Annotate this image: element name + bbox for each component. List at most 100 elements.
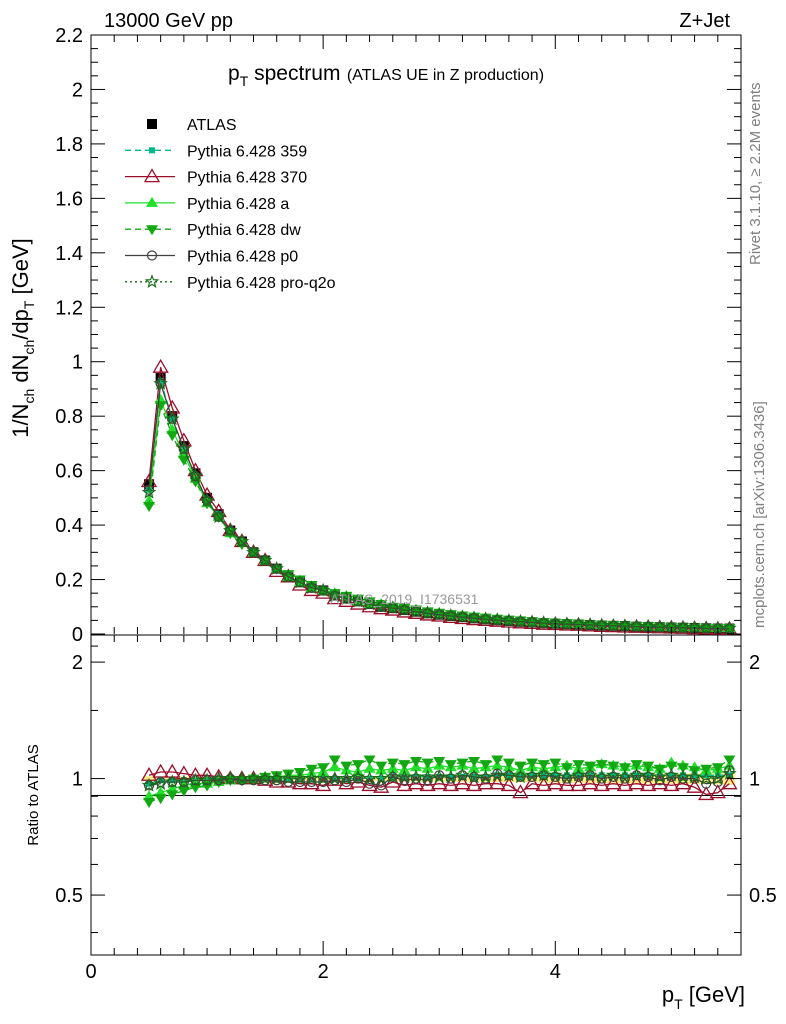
ratio-series-5-point <box>315 770 331 785</box>
ratio-series-1-point <box>523 775 541 790</box>
ratio-series-4-point <box>608 771 619 783</box>
ratio-series-5-point <box>675 769 691 784</box>
ratio-series-2-point <box>328 761 341 772</box>
ratio-series-4-point <box>596 773 607 784</box>
series-6-point <box>176 441 192 456</box>
ratio-series-3-point <box>340 761 353 772</box>
series-6-point <box>478 611 493 626</box>
ratio-series-3-point <box>259 772 272 783</box>
ratio-series-5-point <box>536 767 551 782</box>
ratio-series-3-point <box>595 760 608 771</box>
ratio-series-4-point <box>619 773 631 784</box>
ratio-series-4-point <box>445 773 456 784</box>
ratio-series-5-point <box>281 770 296 785</box>
series-6-point <box>327 588 343 603</box>
ratio-series-3-point <box>723 755 736 766</box>
ratio-series-2-point <box>468 762 481 773</box>
series-6-point <box>141 484 157 499</box>
ratio-series-5-point <box>141 777 157 792</box>
ratio-series-5-point <box>153 776 168 790</box>
ratio-series-4-point <box>724 765 735 776</box>
ratio-series-5-point <box>489 767 505 782</box>
ratio-series-1-point <box>500 777 517 792</box>
series-4-point <box>305 580 318 591</box>
ratio-series-3-point <box>642 761 655 772</box>
series-5-point <box>457 612 468 623</box>
ratio-series-0-point <box>529 772 536 779</box>
ratio-series-1-point <box>477 775 494 790</box>
svg-text:mcplots.cern.ch [arXiv:1306.34: mcplots.cern.ch [arXiv:1306.3436] <box>751 401 768 628</box>
ratio-series-4-point <box>643 771 654 783</box>
ratio-series-5-point <box>455 767 470 782</box>
ratio-series-3-point <box>514 761 527 772</box>
legend-entry: Pythia 6.428 dw <box>125 222 301 239</box>
series-5-point <box>677 622 689 633</box>
ratio-x-tick-label: 4 <box>550 961 561 983</box>
ratio-series-1-point <box>373 778 390 793</box>
ratio-series-4-point <box>271 775 282 786</box>
series-6-point <box>339 590 354 605</box>
series-4-point <box>143 502 156 513</box>
ratio-series-1-point <box>558 777 576 792</box>
main-y-tick-label: 0.2 <box>55 570 83 592</box>
ratio-series-3-point <box>618 763 631 774</box>
ratio-y-tick-label-right: 1 <box>749 769 760 791</box>
ratio-series-1-point <box>616 777 634 792</box>
ratio-series-5-point <box>478 769 493 784</box>
ratio-series-layer <box>140 755 738 808</box>
ratio-series-3-point <box>630 760 643 771</box>
ratio-series-0-point <box>146 780 153 787</box>
ratio-series-5-point <box>722 765 737 780</box>
ratio-series-3-point <box>537 760 550 771</box>
ratio-series-1-point <box>674 775 692 790</box>
ratio-x-tick-label: 2 <box>318 961 329 983</box>
series-6-point <box>722 620 737 635</box>
series-6-point <box>257 552 273 567</box>
ratio-series-2-point <box>154 786 167 797</box>
svg-text:Rivet 3.1.10, ≥ 2.2M events: Rivet 3.1.10, ≥ 2.2M events <box>747 83 764 266</box>
legend-label: Pythia 6.428 dw <box>187 222 301 239</box>
ratio-series-3-point <box>282 769 295 780</box>
main-y-tick-label: 0.8 <box>55 406 83 428</box>
ratio-series-3-point <box>444 760 457 771</box>
legend-marker <box>146 250 158 261</box>
ratio-series-4-point <box>561 773 572 784</box>
legend: ATLAS Pythia 6.428 359 Pythia 6.428 370 Pyt… <box>125 117 336 292</box>
ratio-series-4-point <box>260 775 271 786</box>
series-6-point <box>698 620 714 635</box>
ratio-series-5-point <box>362 770 377 785</box>
main-y-tick-label: 1 <box>72 352 83 374</box>
ratio-series-1-point <box>698 786 715 801</box>
series-5-point <box>526 617 538 628</box>
ratio-series-3-point <box>560 763 573 774</box>
series-6-point <box>350 593 366 608</box>
ratio-y-tick-label: 2 <box>72 652 83 674</box>
legend-entry: ATLAS <box>147 117 237 134</box>
ratio-series-5-point <box>373 770 389 785</box>
ratio-series-5-point <box>292 770 308 785</box>
main-y-tick-label: 1.6 <box>55 188 83 210</box>
ratio-series-5-point <box>304 770 319 785</box>
series-6-point <box>397 602 412 616</box>
ratio-series-5-point <box>199 772 215 787</box>
ratio-series-4-point <box>480 773 491 784</box>
ratio-series-1-point <box>628 775 645 790</box>
series-5-point <box>608 620 619 631</box>
rivet-label: Rivet 3.1.10, ≥ 2.2M events <box>747 83 764 266</box>
legend-marker <box>147 119 157 129</box>
ratio-series-5-point <box>640 767 656 782</box>
ratio-series-4-point <box>294 776 306 788</box>
ratio-series-5-point <box>211 770 226 785</box>
series-6-point <box>223 522 238 537</box>
ratio-series-5-point <box>164 774 180 789</box>
ratio-series-3-point <box>305 764 318 775</box>
series-6-point <box>431 606 447 621</box>
series-6-point <box>571 616 586 631</box>
series-5-point <box>492 615 503 626</box>
ratio-series-5-point <box>524 767 540 782</box>
ratio-series-5-point <box>397 769 412 784</box>
ratio-series-3-point <box>711 763 724 774</box>
ratio-series-3-point <box>317 763 330 774</box>
ratio-series-3-point <box>549 758 562 769</box>
